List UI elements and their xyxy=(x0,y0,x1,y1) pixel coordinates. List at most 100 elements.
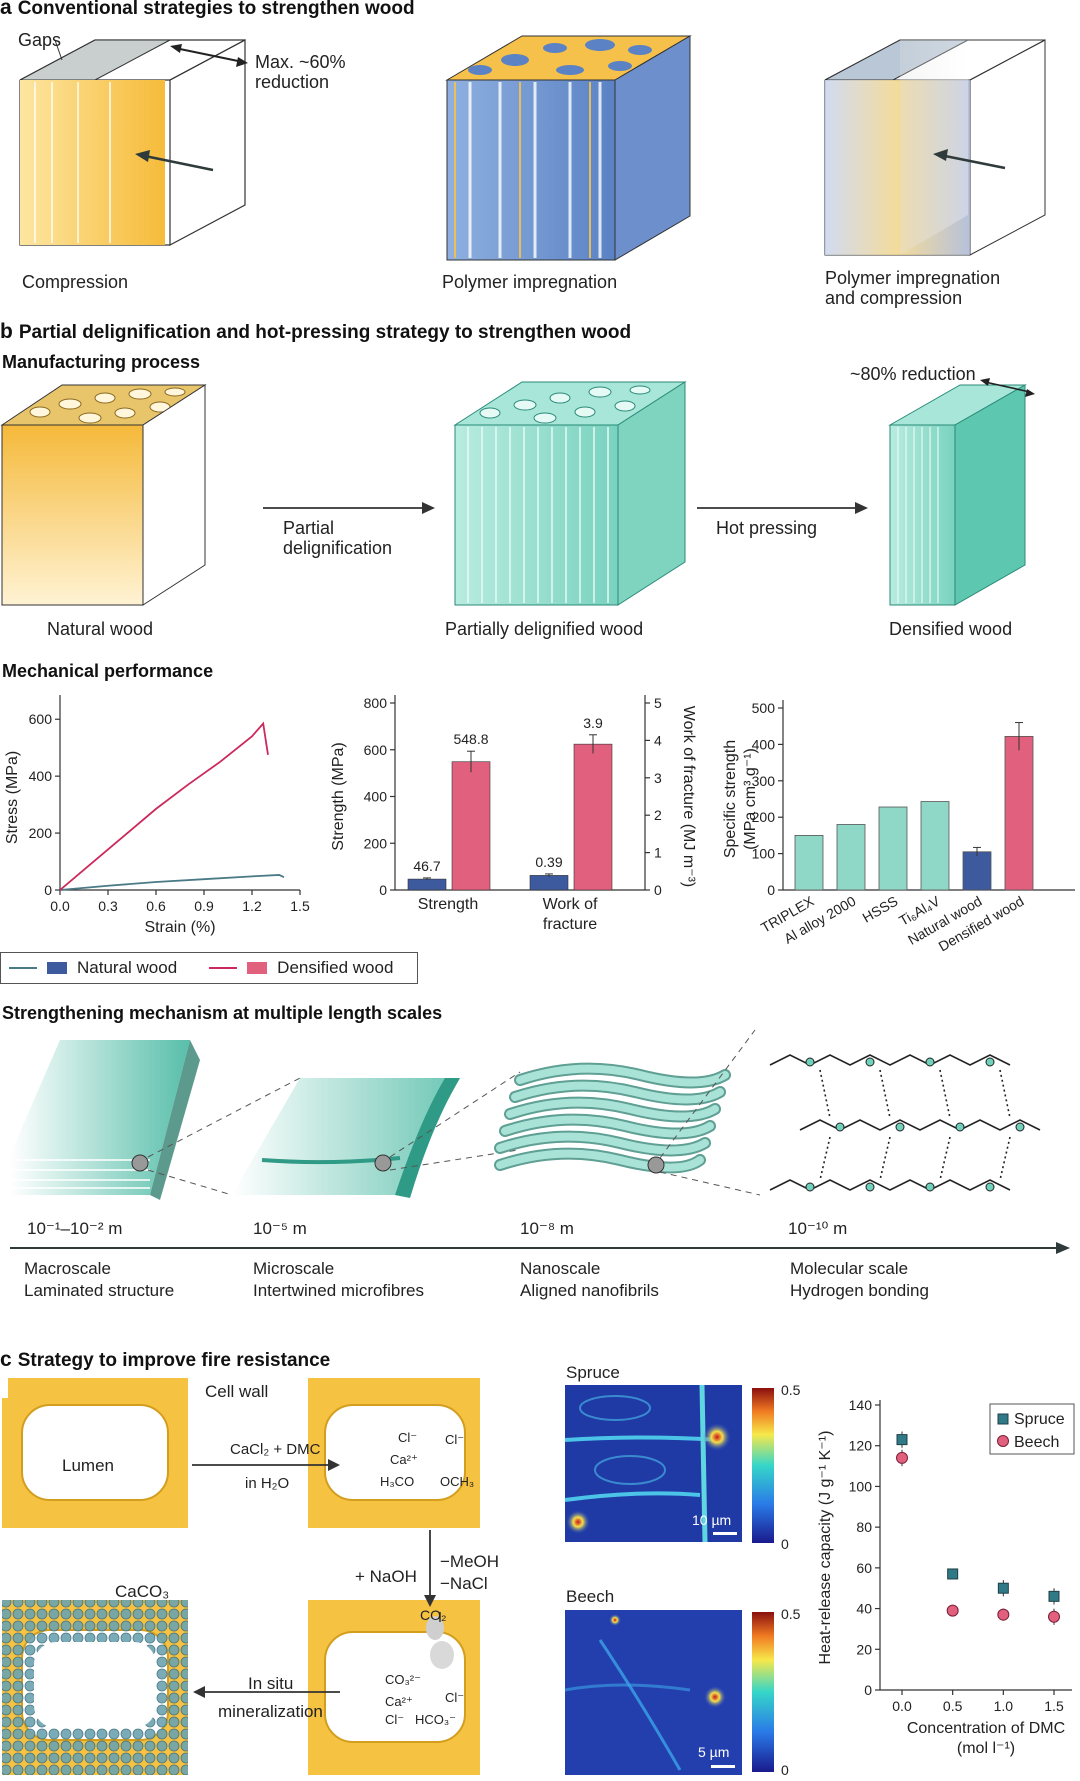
manufacturing-title: Manufacturing process xyxy=(2,352,201,372)
beech-cbar-max: 0.5 xyxy=(781,1606,801,1622)
caption-compression: Compression xyxy=(22,272,129,292)
y2-axis-label: Work of fracture (MJ m⁻³) xyxy=(680,706,697,888)
point-beech xyxy=(997,1608,1010,1621)
y-axis-label-units: (MPa cm³ g⁻¹) xyxy=(742,748,759,850)
co2-label: CO₂ xyxy=(420,1607,447,1623)
mechanical-title: Mechanical performance xyxy=(2,661,214,681)
densified-line-swatch xyxy=(209,967,238,969)
panel-a-title: a Conventional strategies to strengthen w… xyxy=(0,0,415,19)
y-tick-label: 200 xyxy=(752,809,776,825)
scale-value-nano: 10⁻⁸ m xyxy=(520,1219,574,1238)
beech-colorbar xyxy=(752,1612,774,1772)
y2-tick-label: 1 xyxy=(654,845,662,861)
gaps-label: Gaps xyxy=(18,30,62,50)
x-tick-label: 1.5 xyxy=(290,898,310,914)
spruce-map xyxy=(564,1384,742,1543)
y-tick-label: 500 xyxy=(752,700,776,716)
macroscale-image xyxy=(10,1040,200,1200)
ion-cl-3: Cl⁻ xyxy=(445,1690,465,1705)
molecular-scale-image xyxy=(769,1054,1041,1192)
ion-och3: OCH₃ xyxy=(440,1474,475,1489)
x-tick-label: 0.9 xyxy=(194,898,214,914)
beech-map-label: Beech xyxy=(566,1587,615,1606)
y-axis-label: Strength (MPa) xyxy=(330,742,347,850)
legend-densified-wood: Densified wood xyxy=(277,958,394,977)
multiscale-illustrations xyxy=(10,1029,1070,1254)
scale-value-micro: 10⁻⁵ m xyxy=(253,1219,307,1238)
beech-map xyxy=(564,1610,742,1775)
partial-delignification-label: Partial delignification xyxy=(283,518,393,558)
caption-polymer-impregnation: Polymer impregnation xyxy=(442,272,618,292)
y-tick-label: 800 xyxy=(364,695,388,711)
natural-wood-cube xyxy=(0,384,207,606)
y-tick-label: 0 xyxy=(44,882,52,898)
category-label: fracture xyxy=(543,916,597,933)
mechanism-title: Strengthening mechanism at multiple leng… xyxy=(2,1003,443,1023)
ion-cl-4: Cl⁻ xyxy=(385,1712,405,1727)
y-tick-label: 400 xyxy=(752,736,776,752)
ion-cl-2: Cl⁻ xyxy=(445,1432,465,1447)
y-tick-label: 600 xyxy=(364,742,388,758)
bar-ti-al-v xyxy=(920,801,950,891)
compression-cube xyxy=(19,39,248,246)
scale-name-macro: Macroscale xyxy=(24,1259,111,1278)
x-tick-label: 1.2 xyxy=(242,898,262,914)
panel-b-title: b Partial delignification and hot-pressin… xyxy=(0,320,632,343)
cell-grid-1 xyxy=(2,1378,188,1528)
bar-natural-wood xyxy=(962,851,992,891)
ion-h3co: H₃CO xyxy=(380,1474,415,1489)
x-tick-label: 1.0 xyxy=(994,1698,1014,1714)
y-tick-label: 200 xyxy=(364,835,388,851)
scale-name-micro: Microscale xyxy=(253,1259,335,1278)
bar-value-label: 46.7 xyxy=(413,858,440,874)
caption-densified-wood: Densified wood xyxy=(889,619,1013,639)
delignified-wood-cube xyxy=(453,381,687,606)
y-tick-label: 600 xyxy=(29,711,53,727)
y2-tick-label: 3 xyxy=(654,770,662,786)
cell-grid-4 xyxy=(308,1600,480,1775)
y-axis-label: Specific strength xyxy=(722,740,739,858)
bar-densified xyxy=(573,743,613,891)
beech-scale-label: 5 µm xyxy=(698,1744,730,1760)
lumen-label: Lumen xyxy=(62,1456,114,1475)
y-tick-label: 400 xyxy=(29,768,53,784)
densified-bar-swatch xyxy=(247,962,268,974)
hrc-legend: Spruce Beech xyxy=(989,1403,1075,1455)
caption-delignified-wood: Partially delignified wood xyxy=(445,619,644,639)
y2-tick-label: 4 xyxy=(654,732,662,748)
mineralization-label: mineralization xyxy=(218,1702,323,1721)
x-axis-label: Strain (%) xyxy=(144,919,215,936)
x-tick-label: 0.0 xyxy=(50,898,70,914)
panel-c-title: c Strategy to improve fire resistance xyxy=(0,1348,331,1371)
scale-desc-macro: Laminated structure xyxy=(24,1281,175,1300)
x-axis-label-units: (mol l⁻¹) xyxy=(957,1740,1015,1757)
y-tick-label: 300 xyxy=(752,773,776,789)
y-tick-label: 100 xyxy=(752,846,776,862)
y2-tick-label: 2 xyxy=(654,807,662,823)
panel-a-illustrations xyxy=(19,35,1046,261)
reduction-80-label: ~80% reduction xyxy=(850,364,976,384)
legend-marker-spruce xyxy=(997,1413,1009,1425)
spruce-cbar-min: 0 xyxy=(781,1536,789,1552)
hot-pressing-label: Hot pressing xyxy=(716,518,818,538)
scale-value-molecular: 10⁻¹⁰ m xyxy=(788,1219,848,1238)
ion-ca: Ca²⁺ xyxy=(390,1452,418,1467)
y-tick-label: 80 xyxy=(856,1519,872,1535)
reagent-top: CaCl₂ + DMC xyxy=(230,1441,321,1458)
legend-beech: Beech xyxy=(1014,1434,1059,1451)
series-line-densified xyxy=(59,721,269,891)
point-beech xyxy=(896,1451,908,1464)
stress-strain-chart: 0.0 0.3 0.6 0.9 1.2 1.5 0 200 400 600 Strain (%) St… xyxy=(4,695,310,936)
point-spruce xyxy=(997,1582,1009,1594)
naoh-label: + NaOH xyxy=(355,1567,417,1586)
point-spruce xyxy=(1048,1590,1060,1602)
caption-polymer-compression: Polymer impregnation and compression xyxy=(825,268,1001,308)
specific-strength-chart: 0 100 200 300 400 500 Specific strength (MPa cm… xyxy=(722,700,1075,954)
in-situ-label: In situ xyxy=(248,1674,294,1693)
strength-bar-chart: 0 200 400 600 800 0 1 2 3 4 5 Strength (MPa) Work of… xyxy=(330,695,697,933)
bar-value-label: 0.39 xyxy=(535,854,562,870)
y-tick-label: 20 xyxy=(856,1641,872,1657)
